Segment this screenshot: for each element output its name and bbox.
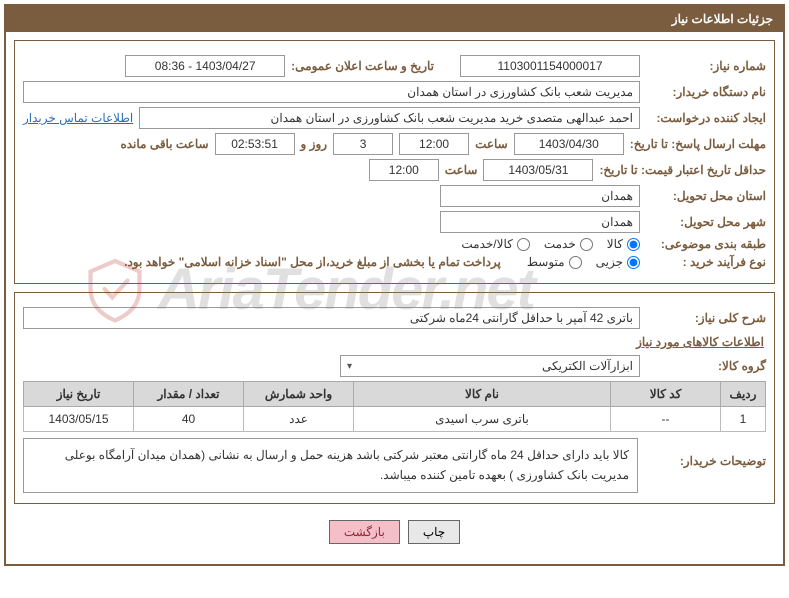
cell-qty: 40 <box>134 407 244 432</box>
desc-text: کالا باید دارای حداقل 24 ماه گارانتی معت… <box>23 438 638 493</box>
city-field: همدان <box>440 211 640 233</box>
proc-partial-radio[interactable]: جزیی <box>596 255 640 269</box>
deadline-time-field: 12:00 <box>399 133 469 155</box>
deadline-label: مهلت ارسال پاسخ: تا تاریخ: <box>630 137 766 151</box>
need-number-label: شماره نیاز: <box>646 59 766 73</box>
announce-label: تاریخ و ساعت اعلان عمومی: <box>291 59 434 73</box>
col-name: نام کالا <box>354 382 611 407</box>
items-section-title: اطلاعات کالاهای مورد نیاز <box>25 335 764 349</box>
proc-medium-radio[interactable]: متوسط <box>527 255 582 269</box>
creator-field: احمد عبدالهی متصدی خرید مدیریت شعب بانک … <box>139 107 640 129</box>
buyer-field: مدیریت شعب بانک کشاورزی در استان همدان <box>23 81 640 103</box>
cell-code: -- <box>611 407 721 432</box>
announce-field: 1403/04/27 - 08:36 <box>125 55 285 77</box>
city-label: شهر محل تحویل: <box>646 215 766 229</box>
col-date: تاریخ نیاز <box>24 382 134 407</box>
cat-both-radio[interactable]: کالا/خدمت <box>461 237 529 251</box>
summary-field: باتری 42 آمپر با حداقل گارانتی 24ماه شرک… <box>23 307 640 329</box>
button-bar: چاپ بازگشت <box>14 512 775 556</box>
validity-time-field: 12:00 <box>369 159 439 181</box>
need-number-field: 1103001154000017 <box>460 55 640 77</box>
category-label: طبقه بندی موضوعی: <box>646 237 766 251</box>
general-info-box: شماره نیاز: 1103001154000017 تاریخ و ساع… <box>14 40 775 284</box>
table-row: 1 -- باتری سرب اسیدی عدد 40 1403/05/15 <box>24 407 766 432</box>
days-field: 3 <box>333 133 393 155</box>
province-label: استان محل تحویل: <box>646 189 766 203</box>
cell-date: 1403/05/15 <box>24 407 134 432</box>
summary-label: شرح کلی نیاز: <box>646 311 766 325</box>
details-box: شرح کلی نیاز: باتری 42 آمپر با حداقل گار… <box>14 292 775 504</box>
cell-unit: عدد <box>244 407 354 432</box>
col-code: کد کالا <box>611 382 721 407</box>
group-select[interactable]: ابزارآلات الکتریکی ▾ <box>340 355 640 377</box>
process-note: پرداخت تمام یا بخشی از مبلغ خرید،از محل … <box>124 255 501 269</box>
group-label: گروه کالا: <box>646 359 766 373</box>
time-label-1: ساعت <box>475 137 508 151</box>
cell-row: 1 <box>721 407 766 432</box>
validity-label: حداقل تاریخ اعتبار قیمت: تا تاریخ: <box>599 163 766 177</box>
days-label: روز و <box>301 137 328 151</box>
creator-label: ایجاد کننده درخواست: <box>646 111 766 125</box>
back-button[interactable]: بازگشت <box>329 520 400 544</box>
col-row: ردیف <box>721 382 766 407</box>
group-value: ابزارآلات الکتریکی <box>542 359 633 373</box>
cat-goods-radio[interactable]: کالا <box>607 237 640 251</box>
desc-label: توضیحات خریدار: <box>646 438 766 468</box>
remain-label: ساعت باقی مانده <box>120 137 208 151</box>
cell-name: باتری سرب اسیدی <box>354 407 611 432</box>
time-label-2: ساعت <box>445 163 478 177</box>
items-table: ردیف کد کالا نام کالا واحد شمارش تعداد /… <box>23 381 766 432</box>
main-panel: جزئیات اطلاعات نیاز شماره نیاز: 11030011… <box>4 4 785 566</box>
panel-header: جزئیات اطلاعات نیاز <box>6 6 783 32</box>
validity-date-field: 1403/05/31 <box>483 159 593 181</box>
process-radio-group: جزیی متوسط <box>527 255 640 269</box>
col-unit: واحد شمارش <box>244 382 354 407</box>
category-radio-group: کالا خدمت کالا/خدمت <box>461 237 640 251</box>
print-button[interactable]: چاپ <box>408 520 460 544</box>
process-label: نوع فرآیند خرید : <box>646 255 766 269</box>
col-qty: تعداد / مقدار <box>134 382 244 407</box>
cat-service-radio[interactable]: خدمت <box>544 237 593 251</box>
deadline-date-field: 1403/04/30 <box>514 133 624 155</box>
province-field: همدان <box>440 185 640 207</box>
contact-link[interactable]: اطلاعات تماس خریدار <box>23 111 133 125</box>
chevron-down-icon: ▾ <box>347 361 352 372</box>
countdown-field: 02:53:51 <box>215 133 295 155</box>
buyer-label: نام دستگاه خریدار: <box>646 85 766 99</box>
panel-title: جزئیات اطلاعات نیاز <box>672 12 773 26</box>
